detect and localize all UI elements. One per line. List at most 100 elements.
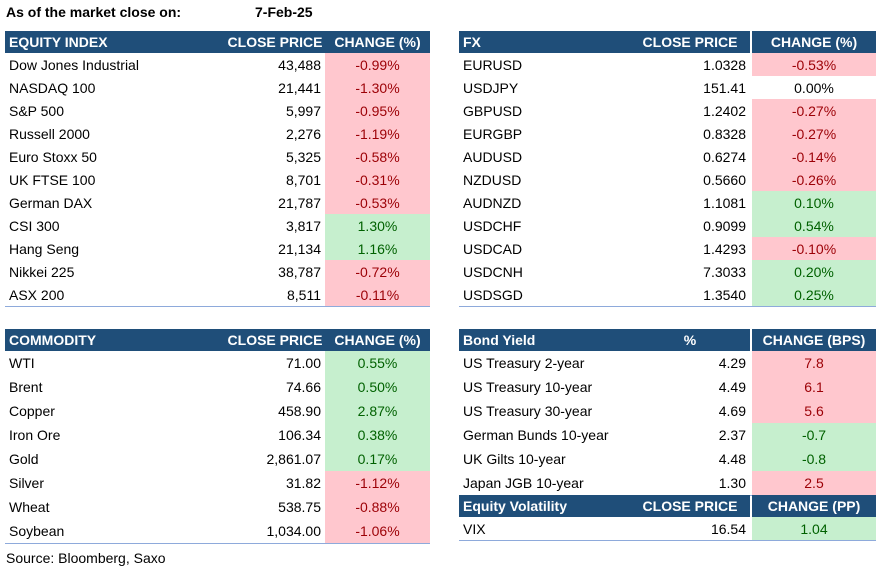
price-cell: 538.75 (278, 499, 321, 515)
row-label: Dow Jones Industrial (9, 56, 139, 73)
column-header: Equity Volatility (459, 495, 630, 517)
price-cell: 0.5660 (703, 171, 746, 188)
column-header: EQUITY INDEX (5, 31, 225, 53)
column-header: CHANGE (%) (325, 31, 430, 53)
row-label: Gold (9, 451, 39, 467)
row-label: GBPUSD (463, 102, 523, 119)
price-cell: 1.30 (718, 475, 746, 491)
row-label: US Treasury 10-year (463, 379, 593, 395)
table-rule (459, 306, 876, 307)
price-cell: 8,511 (287, 286, 321, 303)
price-cell: 4.69 (718, 403, 746, 419)
row-label: Copper (9, 403, 55, 419)
change-cell: 0.50% (325, 375, 430, 399)
price-cell: 43,488 (278, 56, 321, 73)
row-label: Silver (9, 475, 45, 491)
price-cell: 38,787 (278, 263, 321, 280)
change-cell: -0.7 (752, 423, 876, 447)
source: Source: Bloomberg, Saxo (6, 550, 166, 566)
row-label: US Treasury 2-year (463, 355, 585, 371)
change-cell: 0.38% (325, 423, 430, 447)
row-label: Iron Ore (9, 427, 61, 443)
change-cell: -0.95% (325, 99, 430, 122)
column-header: CHANGE (%) (325, 329, 430, 351)
row-label: USDJPY (463, 79, 519, 96)
price-cell: 0.8328 (703, 125, 746, 142)
price-cell: 21,134 (278, 240, 321, 257)
column-header: COMMODITY (5, 329, 225, 351)
change-cell: 6.1 (752, 375, 876, 399)
change-cell: -0.53% (752, 53, 876, 76)
change-cell: 7.8 (752, 351, 876, 375)
change-cell: 0.20% (752, 260, 876, 283)
price-cell: 21,787 (278, 194, 321, 211)
price-cell: 2,861.07 (266, 451, 322, 467)
row-label: ASX 200 (9, 286, 65, 303)
change-cell: -1.30% (325, 76, 430, 99)
change-cell: 0.55% (325, 351, 430, 375)
price-cell: 1.2402 (703, 102, 746, 119)
column-header: CLOSE PRICE (225, 329, 325, 351)
row-label: NZDUSD (463, 171, 522, 188)
row-label: CSI 300 (9, 217, 60, 234)
row-label: US Treasury 30-year (463, 403, 593, 419)
column-header: CLOSE PRICE (630, 31, 750, 53)
change-cell: 1.16% (325, 237, 430, 260)
price-cell: 0.9099 (703, 217, 746, 234)
row-label: Brent (9, 379, 43, 395)
column-header: CHANGE (%) (752, 31, 876, 53)
change-cell: -1.12% (325, 471, 430, 495)
column-header: CLOSE PRICE (225, 31, 325, 53)
table-rule (5, 543, 430, 544)
change-cell: 0.17% (325, 447, 430, 471)
price-cell: 1.1081 (703, 194, 746, 211)
row-label: USDCNH (463, 263, 523, 280)
change-cell: -0.26% (752, 168, 876, 191)
price-cell: 21,441 (278, 79, 321, 96)
price-cell: 31.82 (285, 475, 321, 491)
price-cell: 4.49 (718, 379, 746, 395)
change-cell: -0.11% (325, 283, 430, 306)
price-cell: 0.6274 (703, 148, 746, 165)
price-cell: 458.90 (278, 403, 321, 419)
row-label: Russell 2000 (9, 125, 90, 142)
price-cell: 1.4293 (703, 240, 746, 257)
change-cell: -0.53% (325, 191, 430, 214)
row-label: German Bunds 10-year (463, 427, 609, 443)
change-cell: -0.10% (752, 237, 876, 260)
column-header: CHANGE (PP) (752, 495, 876, 517)
change-cell: -0.31% (325, 168, 430, 191)
row-label: Japan JGB 10-year (463, 475, 584, 491)
change-cell: 0.10% (752, 191, 876, 214)
row-label: UK FTSE 100 (9, 171, 96, 188)
row-label: German DAX (9, 194, 93, 211)
price-cell: 1.3540 (703, 286, 746, 303)
row-label: AUDUSD (463, 148, 523, 165)
change-cell: 0.25% (752, 283, 876, 306)
price-cell: 106.34 (278, 427, 321, 443)
price-cell: 5,325 (285, 148, 321, 165)
change-cell: 2.87% (325, 399, 430, 423)
row-label: USDCAD (463, 240, 523, 257)
change-cell: -0.27% (752, 122, 876, 145)
row-label: Euro Stoxx 50 (9, 148, 97, 165)
row-label: Hang Seng (9, 240, 80, 257)
row-label: NASDAQ 100 (9, 79, 96, 96)
change-cell: 5.6 (752, 399, 876, 423)
change-cell: -0.58% (325, 145, 430, 168)
row-label: Nikkei 225 (9, 263, 75, 280)
change-cell: 2.5 (752, 471, 876, 495)
change-cell: -0.14% (752, 145, 876, 168)
change-cell: 0.00% (794, 79, 834, 96)
price-cell: 71.00 (285, 355, 321, 371)
change-cell: -0.72% (325, 260, 430, 283)
price-cell: 1,034.00 (266, 523, 322, 539)
price-cell: 8,701 (285, 171, 321, 188)
price-cell: 1.0328 (703, 56, 746, 73)
change-cell: -0.88% (325, 495, 430, 519)
row-label: Wheat (9, 499, 50, 515)
price-cell: 4.48 (718, 451, 746, 467)
row-label: UK Gilts 10-year (463, 451, 566, 467)
change-cell: -1.19% (325, 122, 430, 145)
